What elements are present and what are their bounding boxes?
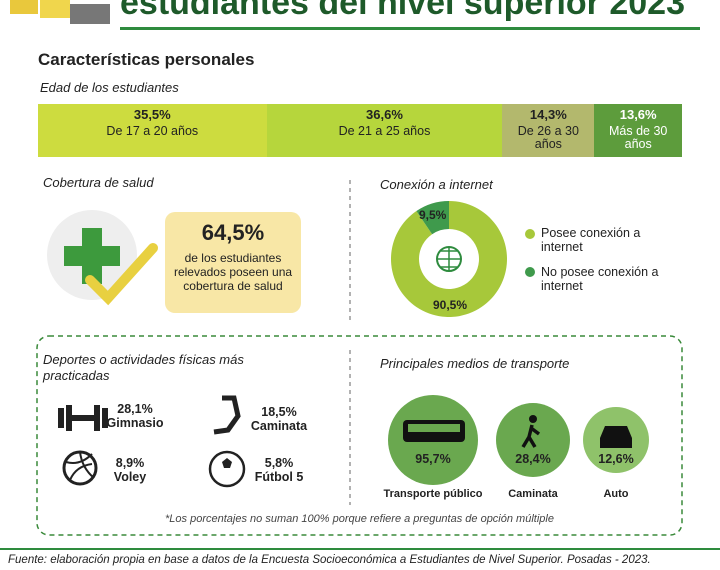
section-title: Características personales	[38, 50, 255, 69]
walk-icon	[521, 424, 541, 448]
legend-label: Posee conexión a internet	[541, 226, 641, 254]
age-percent: 36,6%	[366, 107, 403, 122]
header-rule	[120, 27, 700, 30]
age-range: Más de 30 años	[608, 124, 668, 151]
footnote: *Los porcentajes no suman 100% porque re…	[165, 513, 554, 525]
globe-icon	[437, 247, 461, 271]
walk-icon	[529, 415, 537, 423]
age-segment: 14,3% De 26 a 30 años	[502, 104, 595, 157]
sport-name: Gimnasio	[106, 416, 164, 430]
football-icon	[208, 450, 246, 488]
header-icon	[10, 0, 38, 14]
header-icon	[70, 4, 110, 24]
internet-title: Conexión a internet	[380, 177, 493, 192]
age-segment: 13,6% Más de 30 años	[594, 104, 682, 157]
sport-name: Fútbol 5	[254, 470, 304, 484]
transport-name: Transporte público	[383, 488, 483, 500]
cross-icon	[64, 228, 120, 284]
check-icon	[85, 243, 158, 306]
header-icon	[40, 0, 70, 18]
source: Fuente: elaboración propia en base a dat…	[8, 554, 651, 566]
age-bar: 35,5% De 17 a 20 años 36,6% De 21 a 25 años…	[38, 104, 682, 157]
sport-name: Voley	[113, 470, 147, 484]
health-value: 64,5%	[201, 220, 265, 245]
legend-label: No posee conexión a internet	[541, 265, 659, 293]
health-title: Cobertura de salud	[43, 175, 154, 190]
sport-value: 18,5%	[261, 405, 297, 419]
age-percent: 14,3%	[529, 107, 567, 122]
sport-value: 28,1%	[117, 402, 153, 416]
gym-icon	[58, 405, 108, 431]
transport-value: 12,6%	[598, 452, 634, 466]
age-segment: 36,6% De 21 a 25 años	[266, 104, 503, 157]
age-segment: 35,5% De 17 a 20 años	[38, 104, 267, 157]
age-percent: 13,6%	[619, 107, 657, 122]
car-icon	[600, 426, 632, 448]
sport-name: Caminata	[250, 419, 308, 433]
age-range: De 21 a 25 años	[338, 124, 431, 138]
transport-name: Caminata	[508, 488, 558, 500]
activities-frame	[36, 335, 683, 536]
health-text: de los estudiantes relevados poseen una …	[173, 251, 293, 293]
legend-dot	[525, 267, 535, 277]
transport-value: 95,7%	[415, 452, 451, 466]
transport-value: 28,4%	[515, 452, 551, 466]
sport-value: 5,8%	[264, 456, 294, 470]
transport-name: Auto	[603, 488, 629, 500]
age-range: De 26 a 30 años	[517, 124, 579, 151]
transport-title: Principales medios de transporte	[380, 356, 570, 371]
health-box	[165, 212, 301, 313]
slice-label: 9,5%	[419, 208, 447, 222]
age-range: De 17 a 20 años	[106, 124, 199, 138]
sport-value: 8,9%	[115, 456, 145, 470]
donut-slice	[391, 200, 507, 317]
footer-rule	[0, 548, 720, 550]
volley-icon	[65, 451, 95, 481]
donut-slice	[416, 201, 449, 235]
walk-shoe-icon	[213, 395, 241, 435]
slice-label: 90,5%	[433, 298, 468, 312]
age-title: Edad de los estudiantes	[40, 80, 179, 95]
football-icon	[222, 458, 232, 468]
bus-icon	[408, 424, 460, 432]
page-title: estudiantes del nivel superior 2023	[120, 0, 686, 22]
age-percent: 35,5%	[133, 107, 171, 122]
sports-title: Deportes o actividades físicas más pract…	[43, 352, 244, 383]
legend-dot	[525, 229, 535, 239]
transport-bubble	[496, 403, 570, 477]
